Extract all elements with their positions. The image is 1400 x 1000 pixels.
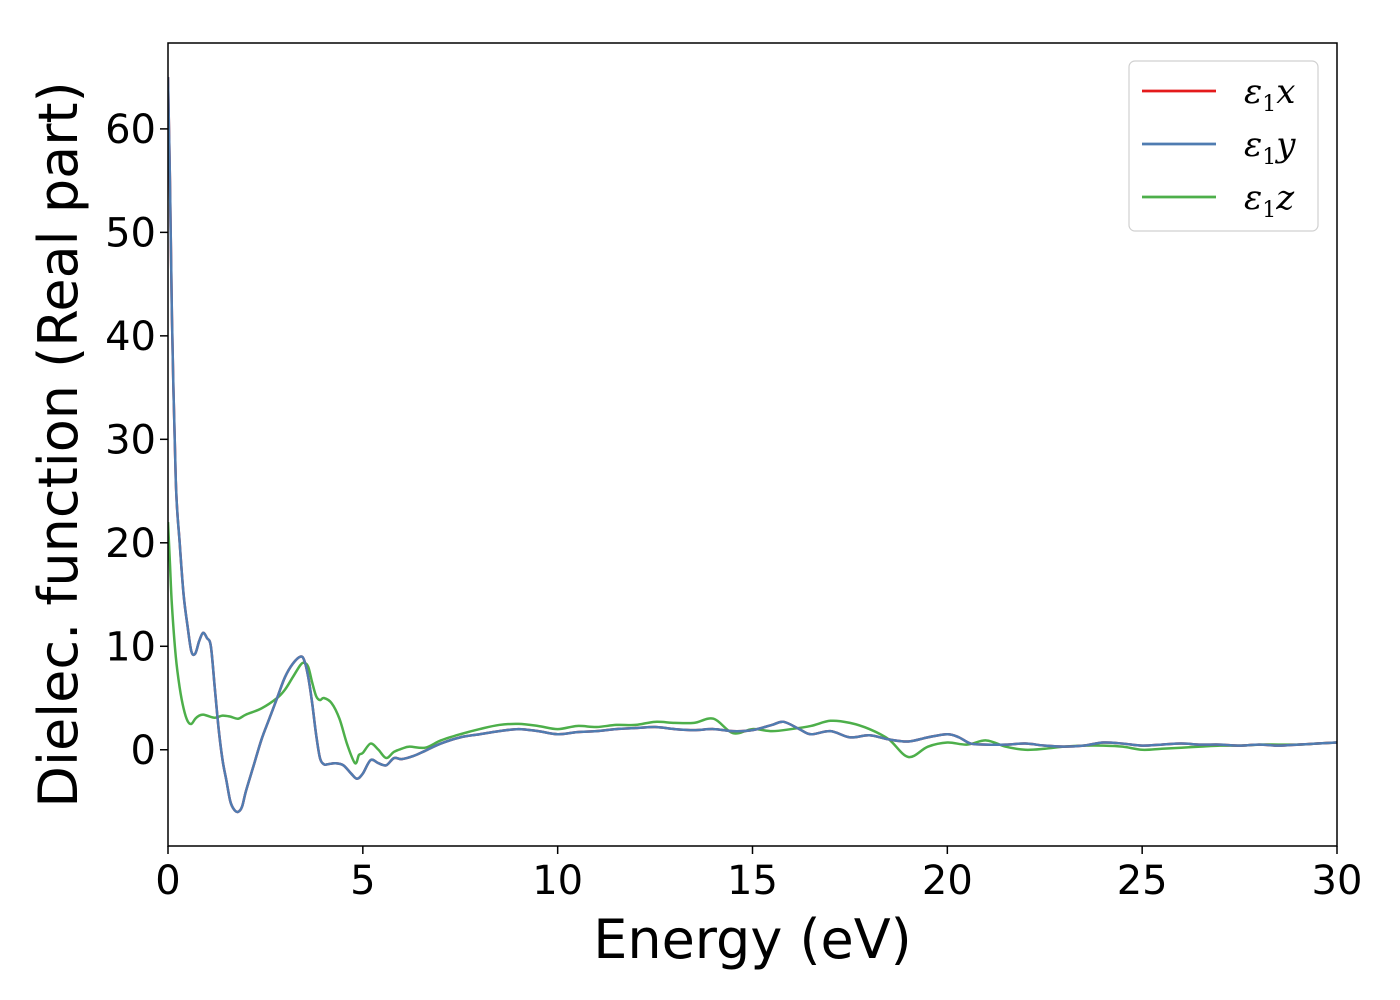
legend-label: ε1x [1244,72,1295,117]
legend-label-sub: 1 [1262,198,1276,223]
series-line-y [168,77,1337,814]
x-tick-label: 30 [1312,858,1363,904]
x-tick-label: 20 [922,858,973,904]
y-tick-label: 20 [105,521,156,567]
x-tick-label: 5 [350,858,375,904]
legend-label: ε1y [1244,125,1296,170]
legend-label-suffix: z [1275,178,1295,218]
y-tick-label: 40 [105,314,156,360]
legend-box [1128,60,1319,232]
series-line-z [168,522,1337,765]
legend-label-sub: 1 [1262,92,1276,117]
x-tick-label: 0 [155,858,180,904]
y-tick-label: 30 [105,417,156,463]
y-tick-label: 50 [105,210,156,256]
legend-label-base: ε [1244,125,1262,165]
x-tick-label: 10 [532,858,583,904]
legend-label-suffix: y [1274,125,1296,165]
x-axis-label: Energy (eV) [593,908,912,971]
axis-ticks: 0 5 10 15 20 25 30 0 10 20 30 40 50 60 [105,107,1362,904]
x-tick-label: 25 [1117,858,1168,904]
legend-label-sub: 1 [1262,145,1276,170]
y-tick-label: 0 [131,728,156,774]
y-axis-label: Dielec. function (Real part) [27,81,90,807]
legend-label-base: ε [1244,178,1262,218]
legend-label: ε1z [1244,178,1295,223]
legend-label-base: ε [1244,72,1262,112]
y-tick-label: 60 [105,107,156,153]
y-tick-label: 10 [105,624,156,670]
plot-area [168,77,1337,814]
x-tick-label: 15 [727,858,778,904]
legend-label-suffix: x [1276,72,1295,112]
